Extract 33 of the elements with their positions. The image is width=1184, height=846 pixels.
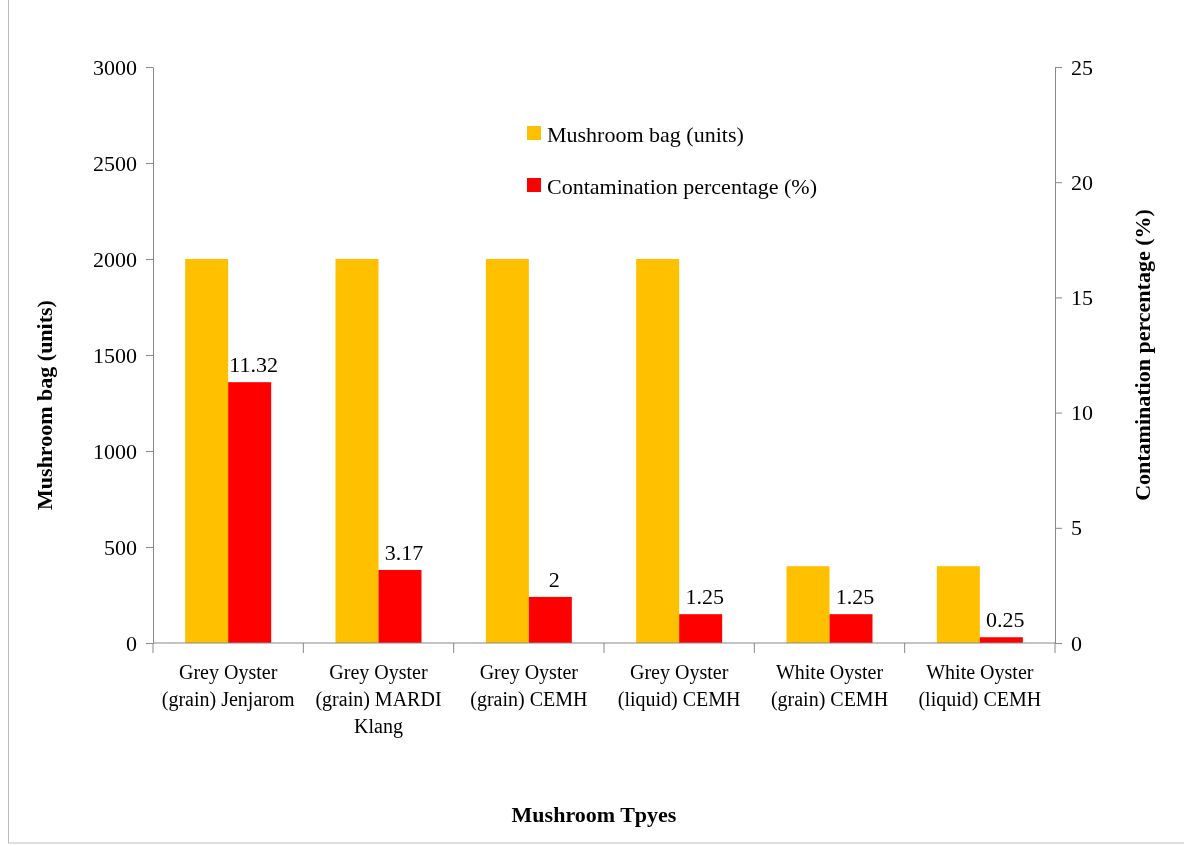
y2-tick-label: 25 bbox=[1071, 54, 1093, 80]
legend-label: Mushroom bag (units) bbox=[547, 122, 744, 147]
y-tick-label: 2500 bbox=[93, 150, 137, 176]
y-tick-label: 3000 bbox=[93, 54, 137, 80]
data-label: 3.17 bbox=[384, 539, 424, 565]
y2-tick-label: 20 bbox=[1071, 169, 1093, 195]
x-tick-label: Grey Oyster (grain) CEMH bbox=[470, 661, 588, 711]
legend-label: Contamination percentage (%) bbox=[547, 174, 818, 199]
x-tick-label: Grey Oyster (grain) Jenjarom bbox=[161, 661, 295, 711]
data-label: 0.25 bbox=[986, 607, 1025, 633]
y2-axis-title: Contamination percentage (%) bbox=[1130, 209, 1155, 501]
y2-tick-label: 10 bbox=[1071, 400, 1093, 426]
x-tick-label: White Oyster (liquid) CEMH bbox=[918, 661, 1042, 711]
data-label: 1.25 bbox=[835, 584, 875, 610]
y-tick-label: 0 bbox=[126, 630, 137, 656]
y-axis-title: Mushroom bag (units) bbox=[32, 300, 57, 510]
bar bbox=[679, 614, 723, 643]
bar bbox=[378, 569, 422, 643]
x-tick-label: Grey Oyster (grain) MARDI Klang bbox=[315, 661, 442, 738]
data-label: 11.32 bbox=[229, 352, 279, 378]
x-tick-label: Grey Oyster (liquid) CEMH bbox=[617, 661, 741, 711]
y-tick-label: 1500 bbox=[93, 342, 137, 368]
data-label: 2 bbox=[548, 566, 560, 592]
x-axis-title: Mushroom Tpyes bbox=[511, 802, 677, 827]
data-label: 1.25 bbox=[685, 584, 724, 610]
y-tick-label: 500 bbox=[104, 534, 137, 560]
y2-tick-label: 15 bbox=[1071, 284, 1093, 310]
y2-tick-label: 5 bbox=[1071, 515, 1082, 541]
y-tick-label: 1000 bbox=[93, 438, 137, 464]
bar bbox=[528, 596, 572, 643]
x-tick-label: White Oyster (grain) CEMH bbox=[770, 661, 889, 711]
y-tick-label: 2000 bbox=[93, 246, 137, 272]
y2-tick-label: 0 bbox=[1071, 630, 1082, 656]
